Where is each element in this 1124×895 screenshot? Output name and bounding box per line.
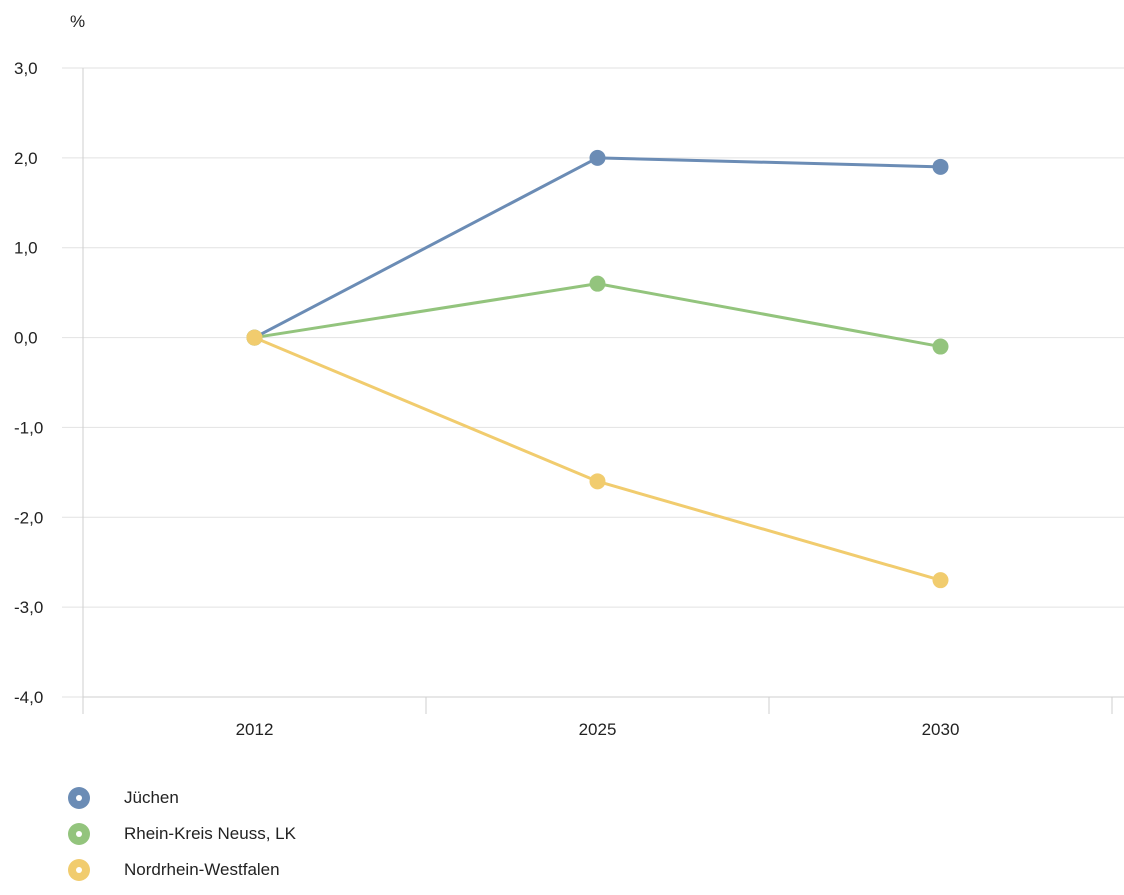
y-tick-label: 1,0 [14, 239, 38, 258]
y-tick-label: 3,0 [14, 59, 38, 78]
x-tick-label: 2025 [579, 720, 617, 739]
line-chart: % 3,02,01,00,0-1,0-2,0-3,0-4,0 2012 2025 2… [14, 12, 1124, 739]
data-point [589, 149, 606, 166]
x-tick-labels: 2012 2025 2030 [236, 720, 960, 739]
data-point [589, 473, 606, 490]
y-tick-label: -2,0 [14, 508, 43, 527]
y-tick-label: -3,0 [14, 598, 43, 617]
data-point [932, 158, 949, 175]
data-point [246, 329, 263, 346]
legend-item-juechen[interactable]: Jüchen [68, 780, 296, 816]
legend-item-nordrhein-westfalen[interactable]: Nordrhein-Westfalen [68, 852, 296, 888]
legend-label: Rhein-Kreis Neuss, LK [124, 824, 296, 843]
legend: Jüchen Rhein-Kreis Neuss, LK Nordrhein-W… [68, 780, 296, 888]
y-tick-label: -1,0 [14, 418, 43, 437]
legend-marker-icon [68, 859, 90, 881]
data-point [932, 338, 949, 355]
x-tick-label: 2030 [922, 720, 960, 739]
legend-marker-icon [68, 787, 90, 809]
y-tick-label: 2,0 [14, 149, 38, 168]
series-lines [246, 149, 949, 589]
data-point [932, 572, 949, 589]
x-tick-label: 2012 [236, 720, 274, 739]
y-tick-label: 0,0 [14, 329, 38, 348]
legend-item-rhein-kreis-neuss[interactable]: Rhein-Kreis Neuss, LK [68, 816, 296, 852]
y-tick-labels: 3,0 2,0 1,0 0,0 -1,0 -2,0 -3,0 -4,0 [14, 59, 43, 707]
legend-label: Nordrhein-Westfalen [124, 860, 280, 879]
y-axis-unit-label: % [70, 12, 85, 31]
legend-marker-icon [68, 823, 90, 845]
grid-lines [62, 67, 1124, 698]
series-line [253, 336, 941, 582]
legend-label: Jüchen [124, 788, 179, 807]
axes [82, 68, 1124, 714]
y-tick-label: -4,0 [14, 688, 43, 707]
data-point [589, 275, 606, 292]
